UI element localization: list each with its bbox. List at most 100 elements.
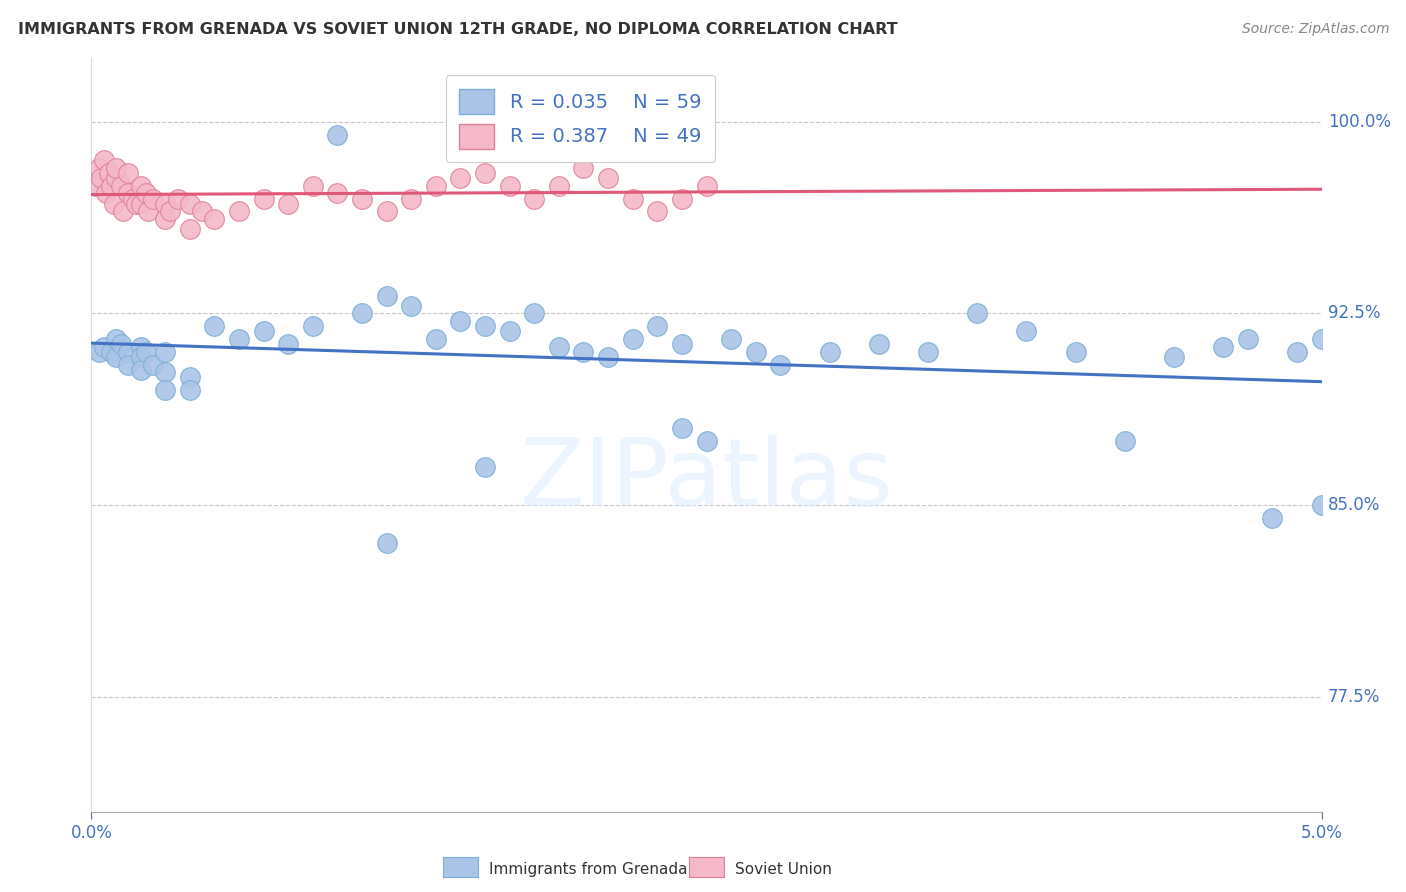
Point	[966, 306, 988, 320]
Point	[191, 204, 214, 219]
Point	[86, 178, 108, 193]
Text: 92.5%: 92.5%	[1327, 304, 1381, 323]
Point	[868, 337, 890, 351]
Point	[1261, 511, 1284, 525]
Point	[498, 178, 520, 193]
Point	[399, 192, 422, 206]
Point	[129, 362, 152, 376]
Point	[100, 344, 122, 359]
Point	[1286, 344, 1309, 359]
Point	[179, 383, 201, 397]
Point	[350, 306, 373, 320]
Point	[228, 204, 250, 219]
Point	[97, 166, 120, 180]
Point	[253, 324, 276, 338]
Point	[375, 536, 398, 550]
Point	[253, 192, 276, 206]
Point	[110, 337, 132, 351]
Point	[117, 166, 139, 180]
Legend: R = 0.035    N = 59, R = 0.387    N = 49: R = 0.035 N = 59, R = 0.387 N = 49	[446, 75, 714, 162]
Point	[96, 186, 117, 201]
Point	[153, 365, 177, 379]
Point	[117, 358, 139, 372]
Point	[399, 299, 422, 313]
Point	[449, 314, 471, 328]
Point	[818, 344, 841, 359]
Point	[696, 434, 718, 449]
Point	[1237, 332, 1260, 346]
Point	[166, 192, 188, 206]
Point	[105, 350, 127, 364]
Point	[124, 196, 148, 211]
Point	[769, 358, 792, 372]
Point	[745, 344, 768, 359]
Point	[425, 178, 447, 193]
Point	[523, 192, 546, 206]
Point	[135, 344, 156, 359]
Point	[572, 344, 595, 359]
Point	[202, 319, 225, 334]
Point	[1015, 324, 1038, 338]
Point	[326, 186, 349, 201]
Text: IMMIGRANTS FROM GRENADA VS SOVIET UNION 12TH GRADE, NO DIPLOMA CORRELATION CHART: IMMIGRANTS FROM GRENADA VS SOVIET UNION …	[18, 22, 898, 37]
Point	[112, 204, 135, 219]
Point	[1114, 434, 1136, 449]
Point	[572, 161, 595, 175]
Point	[621, 192, 644, 206]
Point	[105, 332, 127, 346]
Point	[135, 186, 156, 201]
Text: Soviet Union: Soviet Union	[735, 863, 832, 877]
Text: Immigrants from Grenada: Immigrants from Grenada	[489, 863, 688, 877]
Point	[375, 204, 398, 219]
Point	[153, 344, 177, 359]
Point	[129, 350, 152, 364]
Point	[720, 332, 742, 346]
Text: 100.0%: 100.0%	[1327, 113, 1391, 131]
Point	[93, 153, 115, 168]
Point	[142, 192, 165, 206]
Point	[498, 324, 520, 338]
Point	[159, 204, 181, 219]
Point	[645, 204, 668, 219]
Point	[129, 340, 152, 354]
Point	[136, 204, 159, 219]
Point	[110, 178, 132, 193]
Point	[523, 306, 546, 320]
Point	[129, 196, 152, 211]
Point	[671, 421, 693, 435]
Point	[301, 178, 323, 193]
Point	[93, 340, 115, 354]
Point	[621, 332, 644, 346]
Point	[1310, 332, 1333, 346]
Point	[474, 459, 496, 474]
Point	[645, 319, 668, 334]
Text: ZIPatlas: ZIPatlas	[520, 434, 893, 526]
Point	[100, 178, 122, 193]
Point	[1310, 498, 1333, 512]
Point	[87, 161, 110, 175]
Point	[179, 222, 201, 236]
Point	[596, 171, 619, 186]
Point	[474, 166, 496, 180]
Point	[449, 171, 471, 186]
Point	[105, 171, 127, 186]
Point	[142, 358, 165, 372]
Point	[547, 340, 569, 354]
Point	[153, 196, 177, 211]
Point	[1064, 344, 1087, 359]
Point	[917, 344, 939, 359]
Point	[179, 196, 201, 211]
Point	[1212, 340, 1234, 354]
Point	[179, 370, 201, 384]
Text: 77.5%: 77.5%	[1327, 688, 1381, 706]
Point	[301, 319, 323, 334]
Point	[671, 337, 693, 351]
Point	[153, 383, 177, 397]
Point	[103, 196, 125, 211]
Point	[350, 192, 373, 206]
Text: 85.0%: 85.0%	[1327, 496, 1381, 514]
Point	[326, 128, 349, 142]
Point	[474, 319, 496, 334]
Point	[547, 178, 569, 193]
Point	[425, 332, 447, 346]
